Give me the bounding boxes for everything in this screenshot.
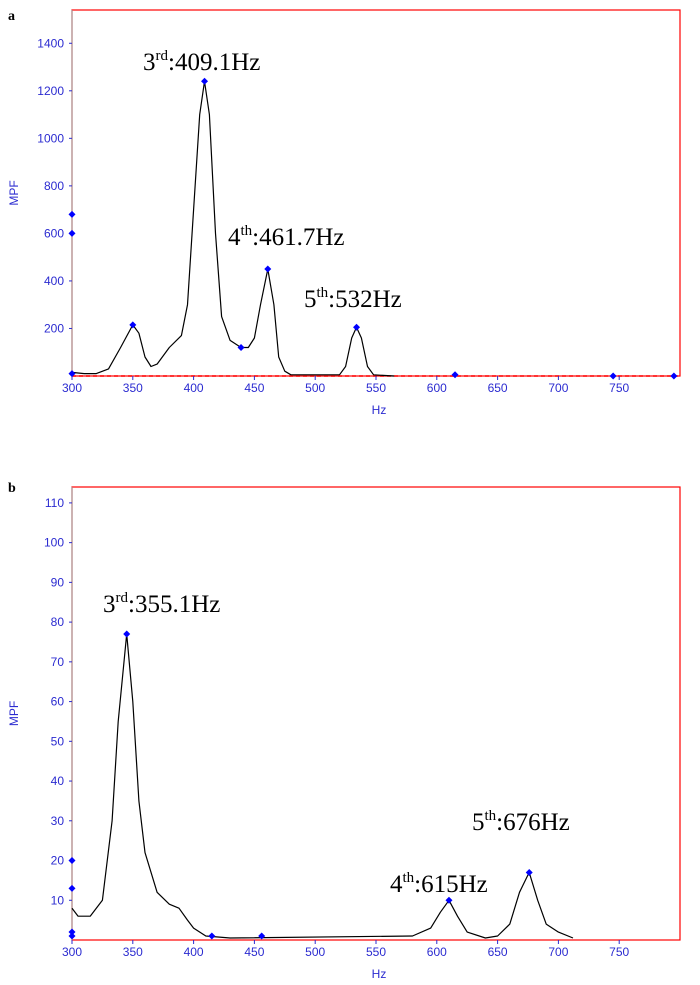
annotation-suffix: rd	[116, 590, 129, 606]
annotation-suffix: th	[485, 808, 497, 824]
y-tick-label: 400	[44, 274, 64, 288]
annotation-text: :676Hz	[496, 809, 570, 836]
x-tick-label: 550	[366, 381, 386, 395]
annotation-text: :532Hz	[328, 286, 402, 313]
x-tick-label: 350	[123, 945, 143, 959]
y-tick-label: 50	[51, 734, 65, 748]
peak-annotation: 5th:532Hz	[304, 285, 402, 313]
x-tick-label: 300	[62, 945, 82, 959]
x-tick-label: 750	[609, 381, 629, 395]
peak-annotation: 4th:461.7Hz	[228, 223, 345, 251]
annotation-text: :355.1Hz	[128, 591, 220, 618]
y-tick-label: 800	[44, 179, 64, 193]
annotation-number: 3	[103, 591, 116, 618]
annotation-number: 4	[228, 224, 241, 251]
y-tick-label: 100	[44, 536, 64, 550]
y-tick-label: 10	[51, 893, 65, 907]
y-tick-label: 60	[51, 695, 65, 709]
peak-annotation: 4th:615Hz	[390, 870, 488, 898]
x-tick-label: 650	[488, 381, 508, 395]
data-point	[68, 370, 76, 378]
y-axis-title: MPF	[7, 701, 21, 726]
x-axis-title: Hz	[372, 403, 387, 417]
panel-letter: a	[8, 9, 15, 24]
plot-frame	[71, 9, 681, 377]
x-tick-label: 350	[123, 381, 143, 395]
x-axis-title: Hz	[372, 967, 387, 981]
annotation-suffix: th	[403, 870, 415, 886]
spectrum-line	[71, 633, 574, 939]
x-tick-label: 600	[427, 945, 447, 959]
data-point	[201, 77, 209, 85]
annotation-text: :409.1Hz	[168, 49, 260, 76]
data-point	[445, 896, 453, 904]
y-axis-title: MPF	[7, 180, 21, 205]
x-tick-label: 500	[305, 945, 325, 959]
data-point	[264, 265, 272, 273]
x-tick-label: 700	[548, 945, 568, 959]
annotation-number: 5	[304, 286, 317, 313]
y-tick-label: 600	[44, 226, 64, 240]
y-tick-label: 20	[51, 854, 65, 868]
annotation-number: 5	[472, 809, 485, 836]
y-tick-label: 1400	[37, 36, 64, 50]
spectrum-line	[71, 80, 395, 377]
data-point	[525, 868, 533, 876]
peak-annotation: 3rd:409.1Hz	[143, 48, 260, 76]
y-tick-label: 1000	[37, 131, 64, 145]
x-tick-label: 600	[427, 381, 447, 395]
annotation-suffix: rd	[156, 48, 169, 64]
y-tick-label: 200	[44, 321, 64, 335]
x-tick-label: 450	[244, 945, 264, 959]
data-point	[451, 371, 459, 379]
annotation-suffix: th	[241, 223, 253, 239]
data-point	[68, 857, 76, 865]
x-tick-label: 400	[184, 945, 204, 959]
data-point	[129, 321, 137, 329]
x-tick-label: 650	[488, 945, 508, 959]
data-point	[353, 323, 361, 331]
x-tick-label: 750	[609, 945, 629, 959]
data-point	[258, 932, 266, 940]
peak-annotation: 5th:676Hz	[472, 808, 570, 836]
y-tick-label: 30	[51, 814, 65, 828]
data-point	[123, 630, 131, 638]
annotation-number: 4	[390, 871, 403, 898]
x-tick-label: 500	[305, 381, 325, 395]
y-tick-label: 80	[51, 615, 65, 629]
data-point	[237, 343, 245, 351]
data-point	[208, 932, 216, 940]
data-point	[68, 210, 76, 218]
y-tick-label: 110	[45, 496, 64, 510]
x-tick-label: 400	[184, 381, 204, 395]
peak-annotation: 3rd:355.1Hz	[103, 590, 220, 618]
data-point	[609, 372, 617, 380]
data-point	[68, 928, 76, 936]
x-tick-label: 550	[366, 945, 386, 959]
x-tick-label: 300	[62, 381, 82, 395]
annotation-suffix: th	[317, 285, 329, 301]
annotation-text: :615Hz	[414, 871, 488, 898]
y-tick-label: 70	[51, 655, 65, 669]
y-tick-label: 90	[51, 575, 65, 589]
annotation-number: 3	[143, 49, 156, 76]
y-tick-label: 40	[51, 774, 65, 788]
data-point	[68, 229, 76, 237]
panel-letter: b	[8, 481, 16, 496]
annotation-text: :461.7Hz	[252, 224, 344, 251]
plot-frame	[71, 486, 681, 941]
data-point	[68, 932, 76, 940]
y-tick-label: 1200	[37, 84, 64, 98]
x-tick-label: 450	[244, 381, 264, 395]
data-point	[68, 884, 76, 892]
x-tick-label: 700	[548, 381, 568, 395]
data-point	[670, 372, 678, 380]
